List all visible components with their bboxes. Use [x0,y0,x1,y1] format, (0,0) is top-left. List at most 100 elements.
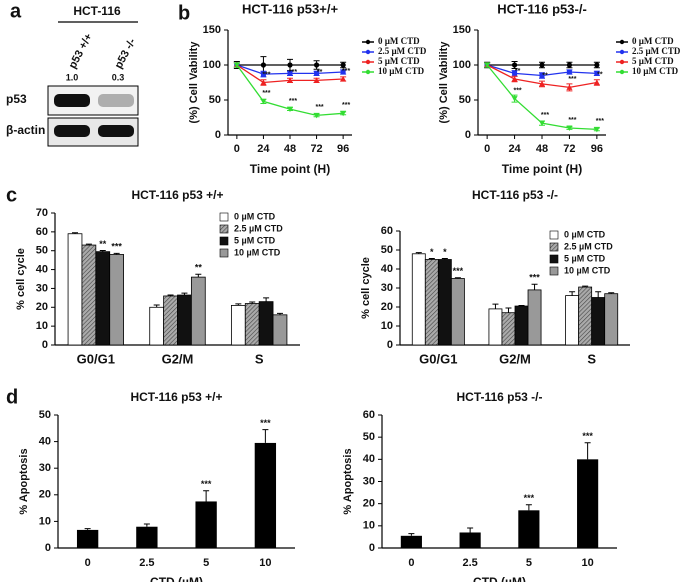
error-bar [531,283,538,290]
bar [437,259,452,346]
y-tick-label: 60 [381,225,393,237]
legend-label: 5 µM CTD [632,56,674,66]
x-tick-label: 72 [310,143,322,155]
bar [109,254,125,346]
marker [511,96,518,102]
significance: *** [262,90,270,97]
marker [340,110,347,117]
y-tick-label: 50 [209,94,221,106]
chart-title: HCT-116 p53+/+ [242,1,339,16]
marker [340,76,347,82]
significance: *** [342,68,350,75]
y-tick-label: 20 [381,301,393,313]
error-bar [203,490,210,502]
significance: *** [568,117,576,124]
band [54,94,90,107]
marker [314,70,320,76]
chart-title: HCT-116 p53 -/- [472,188,558,202]
significance: ** [515,68,521,75]
marker [287,62,293,68]
panel-label: d [6,386,18,408]
x-tick-label: 48 [536,143,548,155]
significance: *** [201,479,212,489]
x-tick-label: 10 [582,557,594,569]
legend-label: 10 µM CTD [234,247,281,257]
error-bar [181,292,188,296]
marker [313,112,320,119]
significance: ** [195,263,203,273]
y-tick-label: 150 [203,24,221,36]
bar [272,314,288,346]
legend-swatch [219,248,229,258]
y-tick-label: 20 [36,301,48,313]
error-bar [441,258,448,260]
y-axis-label: (%) Cell Vability [188,41,200,124]
error-bar [415,252,422,254]
legend-label: 10 µM CTD [632,66,679,76]
error-bar [167,294,174,296]
bar [163,295,178,346]
bar [518,510,540,548]
bar [488,308,503,346]
y-tick-label: 100 [453,59,471,71]
bar [76,529,99,548]
y-tick-label: 40 [363,453,375,465]
band [98,125,134,137]
legend-label: 10 µM CTD [564,265,611,275]
y-tick-label: 10 [381,320,393,332]
significance: *** [260,418,271,428]
marker [287,77,293,83]
marker [260,62,267,68]
x-tick-label: 0 [484,143,490,155]
significance: *** [289,98,297,105]
legend-label: 0 µM CTD [632,36,674,46]
y-tick-label: 40 [39,436,51,448]
x-tick-label: 10 [259,557,271,569]
y-tick-label: 10 [363,520,375,532]
legend-swatch [219,224,229,234]
y-axis-label: % cell cycle [360,257,372,319]
legend-label: 10 µM CTD [378,66,425,76]
y-tick-label: 0 [42,339,48,351]
lane-label: p53 -/- [113,36,139,71]
x-tick-label: 24 [508,143,521,155]
bar [411,253,426,346]
error-bar [467,527,474,533]
x-axis-label: CTD (µM) [150,575,203,582]
significance: *** [524,493,535,503]
bar [254,442,277,548]
legend-marker [365,59,371,65]
legend-swatch [219,236,229,246]
y-tick-label: 150 [453,24,471,36]
significance: ** [597,71,603,78]
error-bar [582,285,589,288]
error-bar [195,273,202,278]
panel-label: c [6,184,17,206]
western-blot: HCT-116 p53 +/+ p53 -/- 1.0 0.3 p53 β-ac… [6,4,139,147]
marker [539,62,545,68]
error-bar [85,243,92,246]
legend-swatch [549,230,559,240]
bar [149,306,165,346]
error-bar [143,523,150,527]
bar [450,278,465,346]
x-tick-label: 0 [408,557,414,569]
legend-label: 2.5 µM CTD [378,46,427,56]
x-tick-label: G0/G1 [77,351,115,366]
legend-label: 2.5 µM CTD [234,223,283,233]
significance: *** [289,69,297,76]
chart-title: HCT-116 p53-/- [497,1,587,16]
error-bar [84,528,91,530]
error-bar [113,252,120,255]
error-bar [99,250,106,252]
x-tick-label: G2/M [162,351,194,366]
y-axis-label: % cell cycle [15,248,27,310]
significance: ** [99,239,107,249]
legend-label: 2.5 µM CTD [564,241,613,251]
legend-label: 5 µM CTD [378,56,420,66]
y-tick-label: 40 [381,263,393,275]
y-tick-label: 0 [465,129,471,141]
x-tick-label: G2/M [499,351,531,366]
error-bar [525,504,532,511]
marker [484,62,491,68]
